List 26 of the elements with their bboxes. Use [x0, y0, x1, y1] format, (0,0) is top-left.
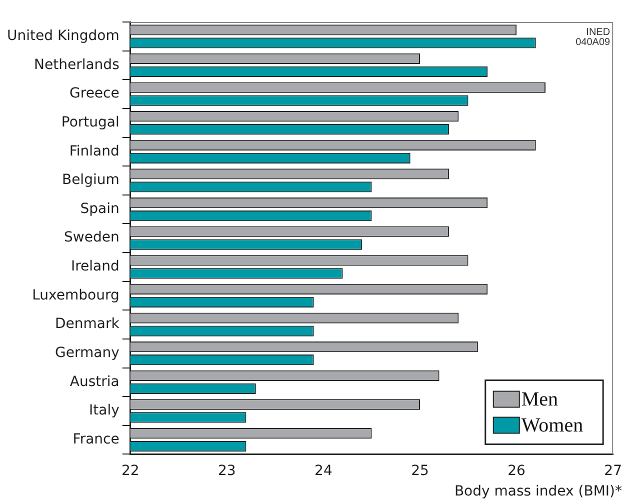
y-tick-label: Denmark	[55, 316, 120, 332]
y-tick-label: Belgium	[62, 172, 120, 188]
x-axis-title: Body mass index (BMI)*	[454, 484, 622, 500]
y-tick-label: Sweden	[64, 230, 120, 246]
y-tick-label: France	[72, 431, 120, 448]
x-tick-label: 24	[314, 463, 332, 480]
y-tick-label: United Kingdom	[6, 28, 120, 44]
x-tick-label: 25	[411, 463, 429, 480]
x-tick-label: 22	[121, 463, 140, 480]
y-tick-label: Ireland	[70, 258, 120, 275]
x-tick-label: 23	[218, 463, 236, 480]
y-tick-label: Netherlands	[34, 56, 120, 73]
legend-label: Women	[521, 414, 584, 436]
y-tick-label: Portugal	[61, 114, 120, 130]
x-tick-label: 27	[604, 463, 622, 480]
y-tick-label: Luxembourg	[32, 287, 120, 304]
annotation: 040A09	[576, 36, 611, 48]
y-tick-label: Germany	[55, 344, 120, 361]
y-tick-label: Finland	[69, 143, 120, 160]
annotation: INED	[586, 26, 610, 38]
y-tick-label: Spain	[80, 200, 120, 217]
y-tick-label: Austria	[70, 374, 120, 390]
y-tick-label: Greece	[70, 86, 120, 102]
legend-label: Men	[521, 388, 558, 410]
x-tick-label: 26	[508, 463, 526, 480]
y-tick-label: Italy	[88, 402, 120, 419]
